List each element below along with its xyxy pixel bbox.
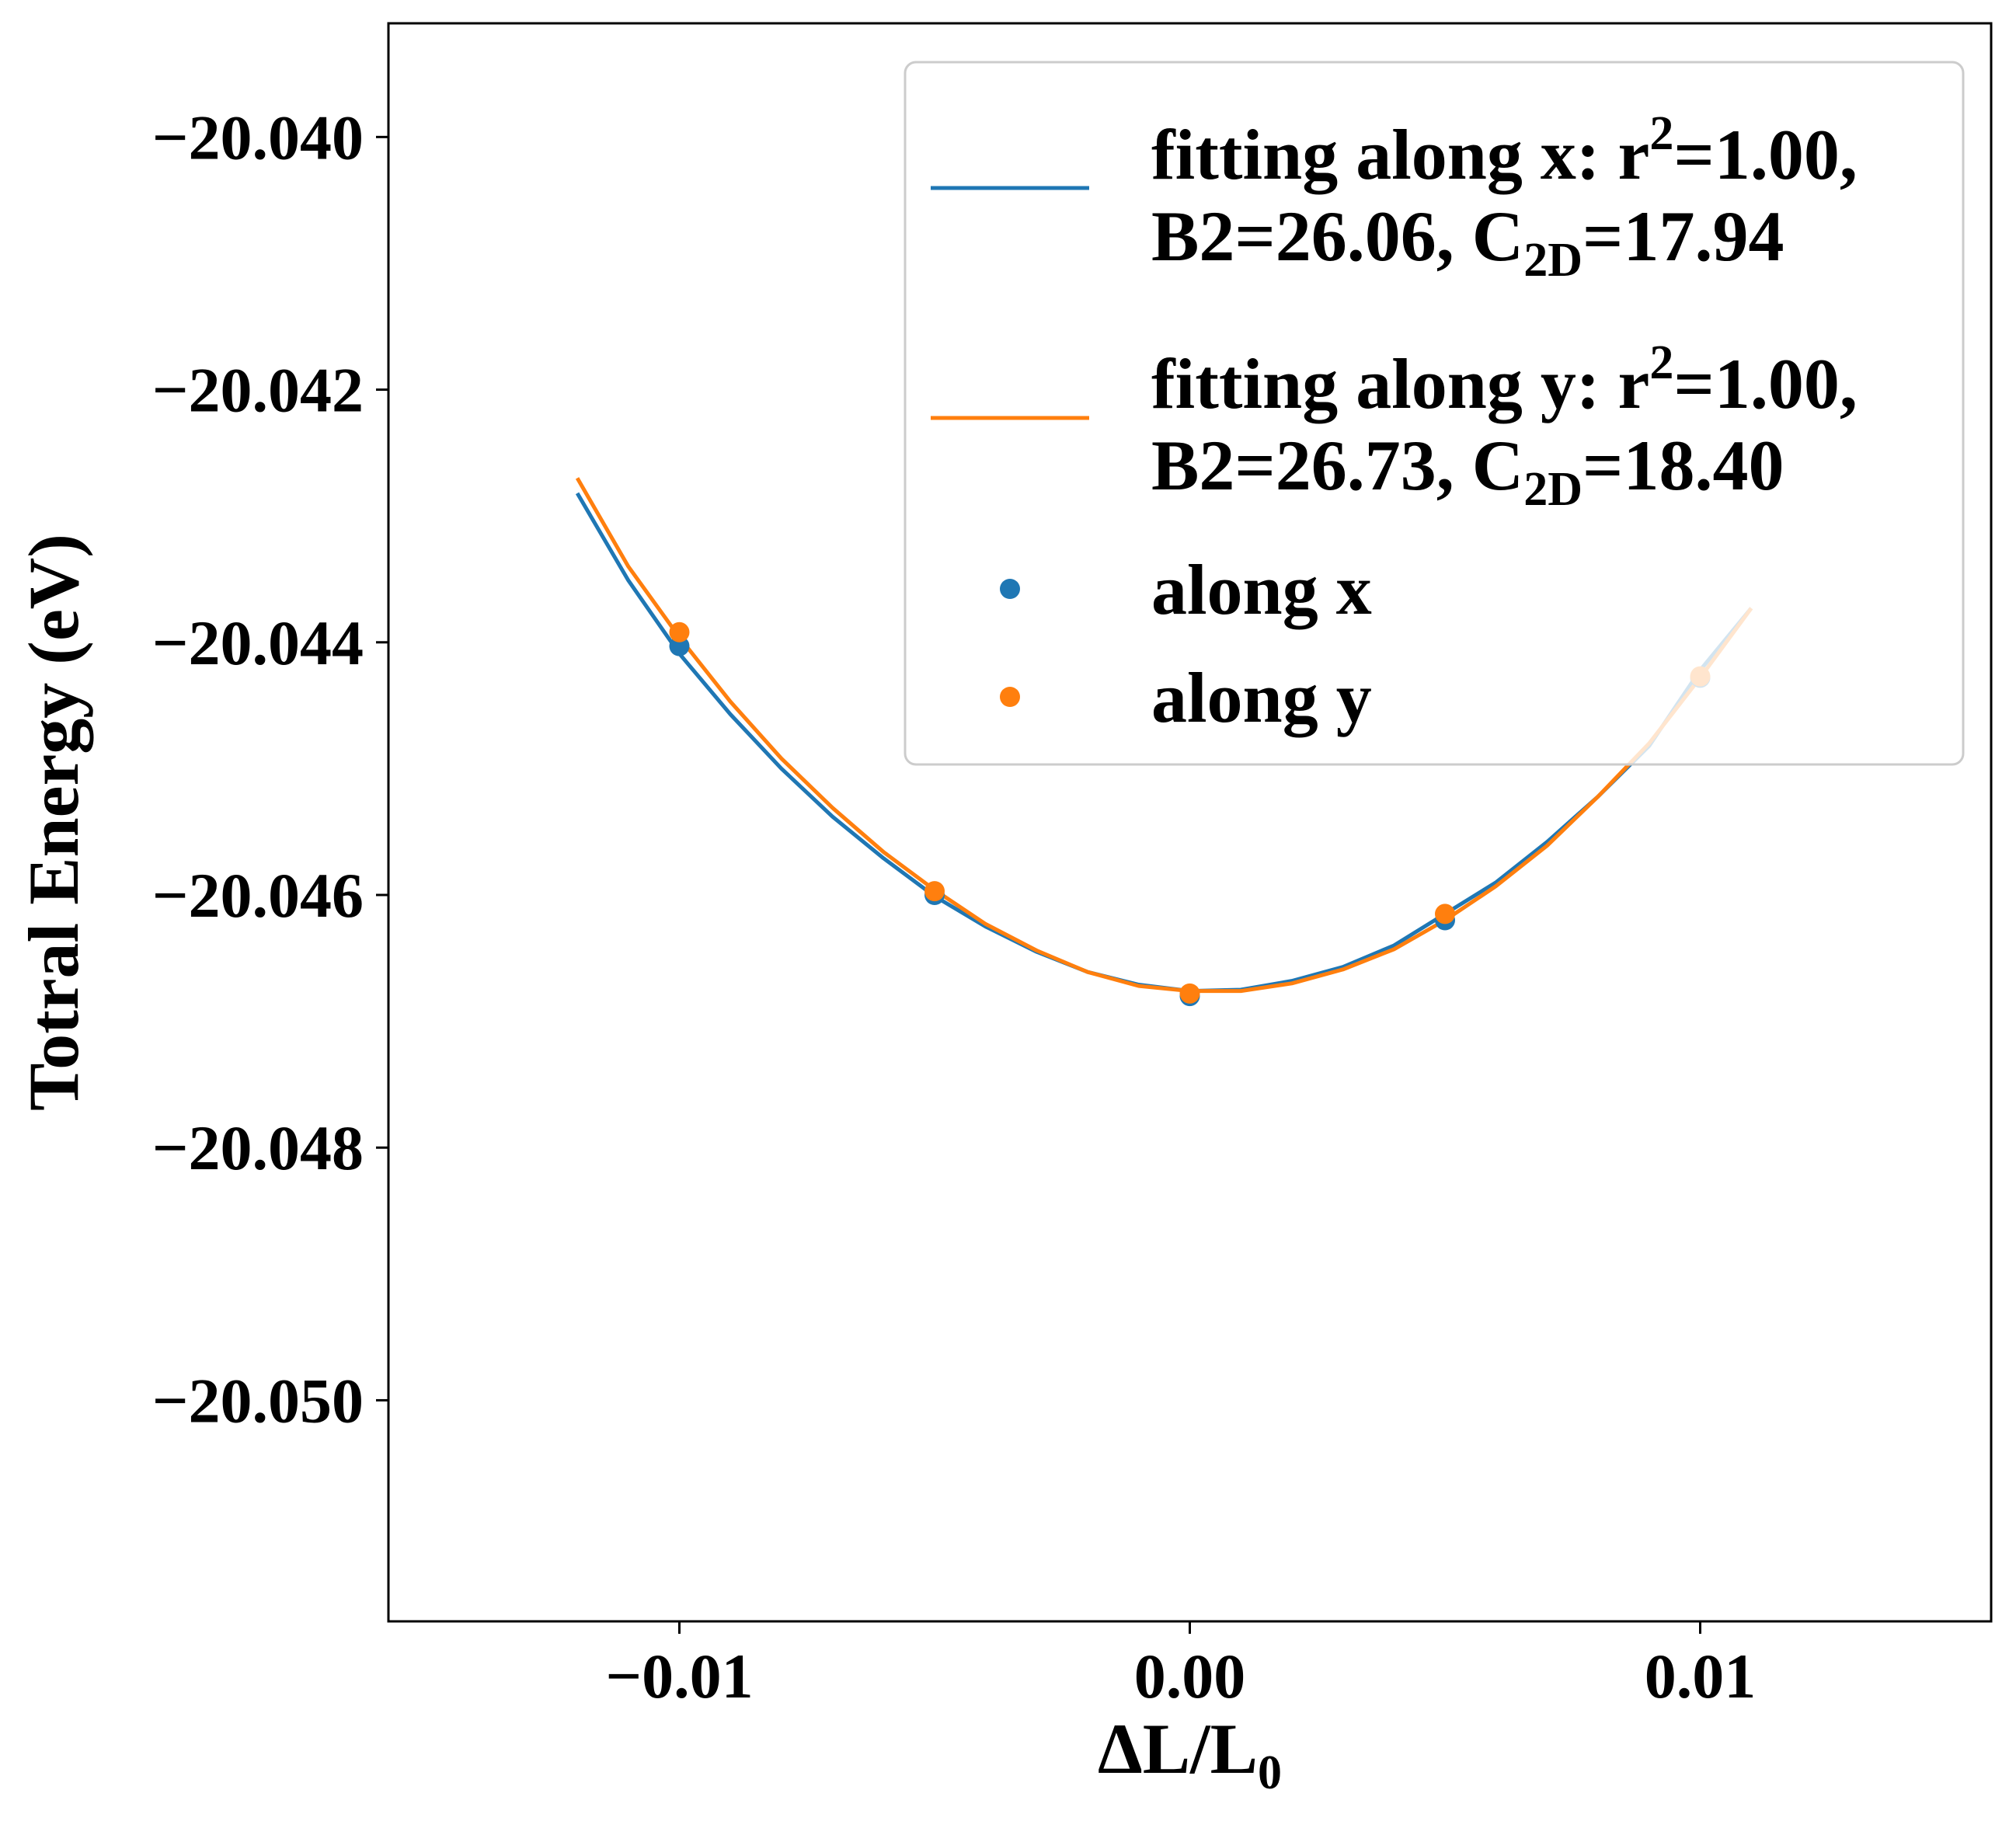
x-tick-label: 0.01 — [1645, 1641, 1757, 1711]
x-tick-label: 0.00 — [1134, 1641, 1246, 1711]
legend-label-x-line2: B2=26.06, C2D=17.94 — [1151, 197, 1784, 287]
data-point-x — [669, 635, 690, 656]
data-point-y — [1435, 904, 1456, 924]
y-axis-label: Totral Energy (eV) — [14, 534, 93, 1111]
legend-text-part: fitting along y: r — [1151, 344, 1649, 423]
x-axis-label-main: ΔL/L — [1098, 1709, 1258, 1788]
legend-superscript: 2 — [1649, 107, 1673, 160]
legend-text-part: =1.00, — [1673, 115, 1857, 194]
y-tick-label: −20.050 — [152, 1365, 364, 1436]
axis-labels-layer: Totral Energy (eV) ΔL/L0 — [14, 534, 1282, 1799]
legend-label-y: along y — [1151, 658, 1372, 737]
legend-subscript: 2D — [1523, 463, 1583, 516]
legend-text-part: =18.40 — [1583, 426, 1784, 505]
y-tick-label: −20.048 — [152, 1112, 364, 1183]
y-tick-label: −20.042 — [152, 355, 364, 426]
legend-text-part: B2=26.73, C — [1151, 426, 1523, 505]
legend-text-part: fitting along x: r — [1151, 115, 1649, 194]
x-axis-label: ΔL/L0 — [1098, 1709, 1282, 1799]
legend-box — [904, 61, 1965, 766]
fit-line-y — [575, 477, 1753, 994]
legend-text-part: B2=26.06, C — [1151, 197, 1523, 276]
legend-marker-x — [1000, 579, 1020, 599]
legend-label-y-line2: B2=26.73, C2D=18.40 — [1151, 426, 1784, 516]
legend-marker-y — [1000, 687, 1020, 707]
y-tick-label: −20.046 — [152, 860, 364, 931]
legend-subscript: 2D — [1523, 234, 1583, 287]
legend-text-part: =1.00, — [1673, 344, 1857, 423]
legend-label-x-line1: fitting along x: r2=1.00, — [1151, 107, 1858, 194]
legend-superscript: 2 — [1649, 336, 1673, 389]
data-point-y — [1179, 983, 1200, 1004]
data-point-y — [669, 622, 690, 642]
legend-label-y-line1: fitting along y: r2=1.00, — [1151, 336, 1858, 423]
y-tick-label: −20.044 — [152, 608, 364, 678]
axes-layer: −0.01 0.00 0.01 −20.040 −20.042 −20.044 −20.04… — [152, 22, 1993, 1711]
x-tick-label: −0.01 — [605, 1641, 753, 1711]
legend-text-part: =17.94 — [1583, 197, 1784, 276]
x-axis-label-subscript: 0 — [1258, 1746, 1282, 1799]
legend: fitting along x: r2=1.00,B2=26.06, C2D=1… — [904, 61, 1965, 766]
y-tick-label: −20.040 — [152, 102, 364, 172]
legend-label-x: along x — [1151, 550, 1372, 629]
data-point-y — [924, 881, 945, 902]
